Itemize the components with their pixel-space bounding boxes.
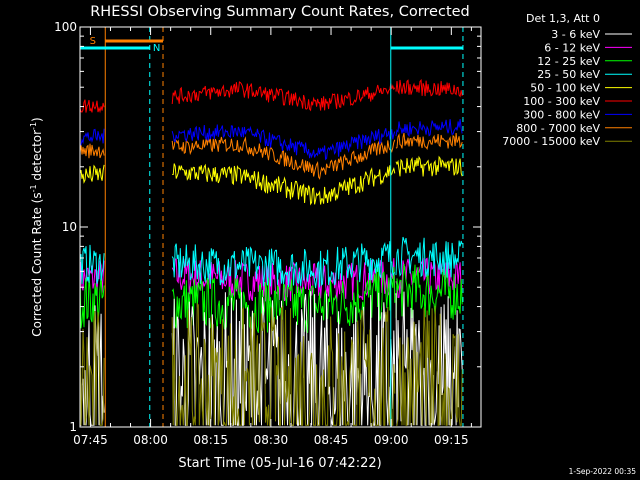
legend-label: 300 - 800 keV xyxy=(523,108,600,121)
series-line-8 xyxy=(79,310,105,426)
plot-data: SN xyxy=(79,27,464,427)
y-tick-label: 10 xyxy=(62,220,77,234)
series-line-7 xyxy=(79,143,105,159)
series-line-4 xyxy=(395,155,463,177)
series-line-7 xyxy=(395,132,463,150)
night-flag-label: N xyxy=(153,43,160,54)
y-tick-label: 1 xyxy=(69,420,77,434)
legend-label: 6 - 12 keV xyxy=(544,41,600,54)
series-line-2 xyxy=(79,275,105,329)
series-line-3 xyxy=(395,236,463,278)
legend-label: 50 - 100 keV xyxy=(530,82,600,95)
series-line-3 xyxy=(79,244,105,284)
y-axis: 1 10 100 xyxy=(54,20,481,434)
legend-label: 100 - 300 keV xyxy=(523,95,600,108)
series-line-8 xyxy=(171,302,396,426)
x-tick-label: 08:30 xyxy=(254,433,289,447)
series-line-4 xyxy=(79,164,105,184)
series-line-6 xyxy=(79,128,105,146)
saa-flag-label: S xyxy=(90,36,96,47)
series-line-3 xyxy=(171,241,396,289)
x-tick-label: 09:00 xyxy=(374,433,409,447)
legend-header: Det 1,3, Att 0 xyxy=(526,12,600,25)
x-axis: 07:45 08:00 08:15 08:30 08:45 09:00 09:15 xyxy=(73,27,472,447)
series-line-7 xyxy=(171,136,396,180)
x-tick-label: 09:15 xyxy=(434,433,469,447)
chart-title: RHESSI Observing Summary Count Rates, Co… xyxy=(90,4,470,20)
series-line-2 xyxy=(395,263,463,320)
series-line-6 xyxy=(171,124,396,161)
series-line-5 xyxy=(395,78,463,98)
series-line-4 xyxy=(172,163,396,206)
series-line-0 xyxy=(395,291,463,426)
series-line-5 xyxy=(79,99,105,114)
x-tick-label: 08:45 xyxy=(314,433,349,447)
series-line-6 xyxy=(395,119,463,138)
legend-label: 7000 - 15000 keV xyxy=(502,135,600,148)
series-line-0 xyxy=(80,305,105,426)
x-tick-label: 08:00 xyxy=(133,433,168,447)
x-tick-label: 07:45 xyxy=(73,433,108,447)
series-line-5 xyxy=(171,81,396,112)
x-tick-label: 08:15 xyxy=(193,433,228,447)
legend-label: 800 - 7000 keV xyxy=(516,122,600,135)
legend-label: 3 - 6 keV xyxy=(551,28,600,41)
y-axis-label: Corrected Count Rate (s-1 detector-1) xyxy=(29,117,44,336)
legend-label: 12 - 25 keV xyxy=(537,55,600,68)
legend-label: 25 - 50 keV xyxy=(537,68,600,81)
x-axis-label: Start Time (05-Jul-16 07:42:22) xyxy=(178,456,381,471)
footer-timestamp: 1-Sep-2022 00:35 xyxy=(569,467,637,476)
y-tick-label: 100 xyxy=(54,20,77,34)
